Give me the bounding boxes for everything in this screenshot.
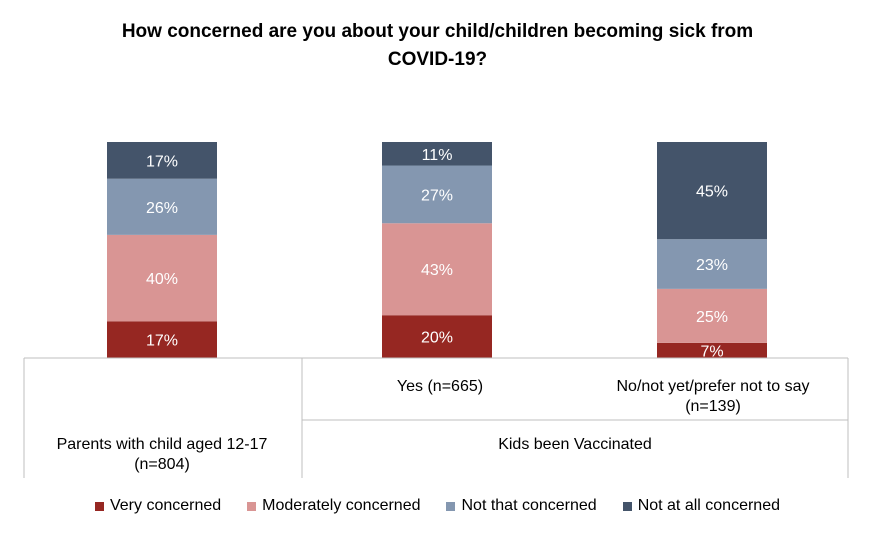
category-label-no: No/not yet/prefer not to say (n=139) (578, 377, 848, 417)
legend-label-very-concerned: Very concerned (109, 497, 222, 514)
data-label-parents-not-at-all-concerned: 17% (146, 153, 178, 170)
bar-no-not-that-concerned (657, 239, 767, 289)
data-label-no-not-at-all-concerned: 45% (696, 184, 728, 201)
category-label-parents: Parents with child aged 12-17 (n=804) (24, 435, 300, 475)
legend-item-not-that-concerned: Not that concerned (446, 497, 597, 515)
bar-yes-moderately-concerned (382, 223, 492, 316)
category-label-parents-line-1: Parents with child aged 12-17 (56, 436, 268, 453)
legend-swatch-moderately-concerned (247, 501, 257, 511)
legend-label-not-that-concerned: Not that concerned (461, 497, 597, 514)
legend-label-not-at-all-concerned: Not at all concerned (637, 497, 780, 514)
bar-no-moderately-concerned (657, 288, 767, 343)
category-label-no-line-2: (n=139) (685, 398, 741, 415)
bar-parents-not-at-all-concerned (107, 142, 217, 179)
data-label-yes-not-that-concerned: 27% (421, 187, 453, 204)
bar-yes-very-concerned (382, 315, 492, 358)
legend-item-very-concerned: Very concerned (94, 497, 222, 515)
category-label-parents-line-2: (n=804) (134, 456, 190, 473)
category-label-yes: Yes (n=665) (302, 377, 578, 397)
chart-title: How concerned are you about your child/c… (0, 18, 875, 74)
bar-yes-not-that-concerned (382, 165, 492, 224)
data-label-parents-not-that-concerned: 26% (146, 200, 178, 217)
legend-swatch-not-at-all-concerned (622, 501, 632, 511)
chart-title-line-1: How concerned are you about your child/c… (121, 21, 754, 42)
chart-title-line-2: COVID-19? (387, 49, 488, 70)
legend-swatch-not-that-concerned (446, 501, 456, 511)
legend-item-not-at-all-concerned: Not at all concerned (622, 497, 780, 515)
bar-parents-not-that-concerned (107, 178, 217, 235)
data-label-yes-not-at-all-concerned: 11% (422, 147, 453, 164)
data-label-yes-very-concerned: 20% (421, 330, 453, 347)
data-label-no-moderately-concerned: 25% (696, 309, 728, 326)
data-label-parents-very-concerned: 17% (146, 333, 178, 350)
bar-no-very-concerned (657, 342, 767, 358)
bar-parents-very-concerned (107, 321, 217, 358)
data-label-no-not-that-concerned: 23% (696, 257, 728, 274)
legend-item-moderately-concerned: Moderately concerned (247, 497, 420, 515)
bar-no-not-at-all-concerned (657, 142, 767, 240)
legend-label-moderately-concerned: Moderately concerned (262, 497, 421, 514)
legend-swatch-very-concerned (94, 501, 104, 511)
data-label-yes-moderately-concerned: 43% (421, 262, 453, 279)
category-label-yes-line-1: Yes (n=665) (396, 378, 484, 395)
data-label-parents-moderately-concerned: 40% (146, 271, 178, 288)
bar-yes-not-at-all-concerned (382, 142, 492, 166)
bar-parents-moderately-concerned (107, 234, 217, 322)
data-label-no-very-concerned: 7% (700, 343, 723, 360)
group-label-vaccinated: Kids been Vaccinated (498, 436, 652, 453)
legend: Very concerned Moderately concerned Not … (0, 497, 875, 515)
category-label-no-line-1: No/not yet/prefer not to say (616, 378, 810, 395)
